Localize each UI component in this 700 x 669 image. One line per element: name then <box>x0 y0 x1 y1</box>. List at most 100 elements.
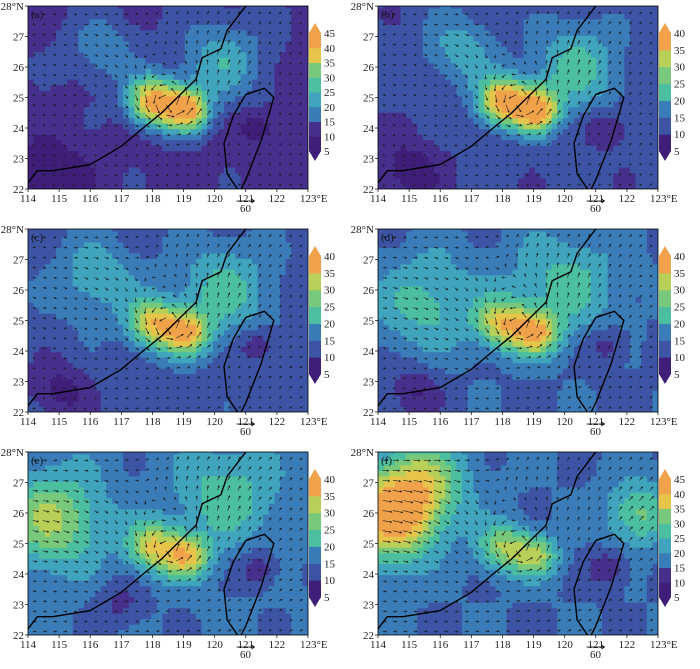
wind-vector-head <box>547 163 550 166</box>
y-tick-label: 28°N <box>351 224 374 236</box>
wind-vector-head <box>279 386 282 389</box>
wind-vector-head <box>300 366 303 369</box>
wind-vector-head <box>197 396 201 399</box>
wind-vector-head <box>465 114 468 117</box>
wind-vector <box>598 70 601 75</box>
wind-vector-head <box>556 49 559 52</box>
y-tick-label: 23 <box>363 377 375 389</box>
wind-vector <box>83 540 89 544</box>
wind-vector-head <box>146 22 149 25</box>
wind-vector-head <box>159 307 163 310</box>
wind-vector-head <box>75 297 78 300</box>
wind-vector-head <box>64 33 67 36</box>
wind-vector-head <box>43 407 46 410</box>
wind-vector <box>63 510 70 513</box>
colorbar-tick-label: 40 <box>324 251 336 263</box>
colorbar-min-triangle <box>659 374 671 384</box>
wind-vector-head <box>43 13 46 16</box>
wind-vector-head <box>186 233 189 237</box>
wind-vector-head <box>269 254 272 257</box>
wind-vector-head <box>238 466 241 469</box>
wind-vector-head <box>195 515 198 519</box>
wind-vector-head <box>546 242 549 246</box>
wind-vector-head <box>577 282 580 285</box>
wind-vector <box>53 540 59 543</box>
wind-vector-head <box>115 164 118 167</box>
wind-vector-head <box>639 244 643 247</box>
wind-vector-head <box>54 53 57 56</box>
wind-vector <box>227 59 230 65</box>
wind-vector-head <box>126 570 129 573</box>
wind-vector-head <box>556 59 559 62</box>
wind-vector <box>172 527 177 531</box>
wind-vector-head <box>228 495 231 498</box>
wind-vector-head <box>125 512 128 515</box>
wind-vector-head <box>299 355 303 359</box>
wind-vector-head <box>588 365 591 369</box>
wind-vector-head <box>413 407 417 410</box>
wind-vector-head <box>434 377 437 380</box>
wind-vector-head <box>57 510 60 513</box>
wind-vector-head <box>125 164 129 167</box>
wind-vector-head <box>36 540 39 543</box>
colorbar-segment <box>659 289 671 308</box>
wind-vector-head <box>94 164 97 167</box>
wind-vector-head <box>248 355 251 359</box>
wind-vector-head <box>96 511 99 513</box>
wind-vector <box>196 476 199 481</box>
wind-vector-head <box>446 44 449 47</box>
wind-vector-head <box>475 134 478 137</box>
wind-vector <box>392 267 397 269</box>
wind-vector-head <box>456 347 459 350</box>
wind-vector-head <box>167 589 171 593</box>
wind-vector-head <box>136 174 139 177</box>
wind-vector-head <box>134 289 137 293</box>
wind-vector-head <box>545 282 548 285</box>
wind-vector-head <box>497 339 501 343</box>
wind-vector-head <box>424 377 427 380</box>
wind-vector-head <box>412 174 416 177</box>
wind-vector-head <box>289 92 292 95</box>
wind-vector-head <box>556 79 559 82</box>
wind-vector-head <box>54 73 57 77</box>
wind-vector-head <box>383 53 387 56</box>
wind-vector-head <box>639 82 642 85</box>
wind-vector <box>155 347 161 350</box>
wind-vector-head <box>493 311 497 315</box>
wind-vector-head <box>619 325 622 328</box>
wind-vector-head <box>524 51 527 54</box>
wind-vector-head <box>134 66 137 69</box>
wind-vector <box>160 540 167 544</box>
wind-vector-head <box>143 512 146 515</box>
wind-vector-head <box>248 163 251 166</box>
wind-vector-head <box>35 550 38 553</box>
wind-vector-head <box>53 13 57 16</box>
wind-vector <box>535 273 537 278</box>
wind-vector-head <box>184 516 187 519</box>
wind-vector-head <box>157 600 160 603</box>
wind-vector-head <box>86 500 89 503</box>
wind-vector-head <box>404 256 408 259</box>
wind-vector-head <box>196 87 199 91</box>
wind-vector-head <box>509 84 513 87</box>
colorbar-tick-label: 15 <box>324 117 336 129</box>
wind-vector-head <box>609 386 612 389</box>
wind-vector <box>464 34 469 36</box>
wind-vector-head <box>588 143 591 146</box>
wind-vector-head <box>395 317 398 320</box>
wind-vector <box>32 540 38 542</box>
wind-vector <box>144 520 146 526</box>
wind-vector <box>42 540 49 543</box>
reference-vector-label: 60 <box>590 426 602 438</box>
wind-vector <box>227 537 230 541</box>
wind-vector-head <box>521 311 524 315</box>
wind-vector-head <box>105 521 109 524</box>
wind-vector-head <box>466 267 469 270</box>
wind-vector-head <box>44 570 48 573</box>
wind-vector-head <box>546 87 549 91</box>
wind-vector-head <box>629 335 632 338</box>
wind-vector-head <box>299 315 303 318</box>
wind-vector-head <box>136 479 140 482</box>
wind-vector-head <box>53 397 56 400</box>
wind-vector-head <box>639 143 643 146</box>
